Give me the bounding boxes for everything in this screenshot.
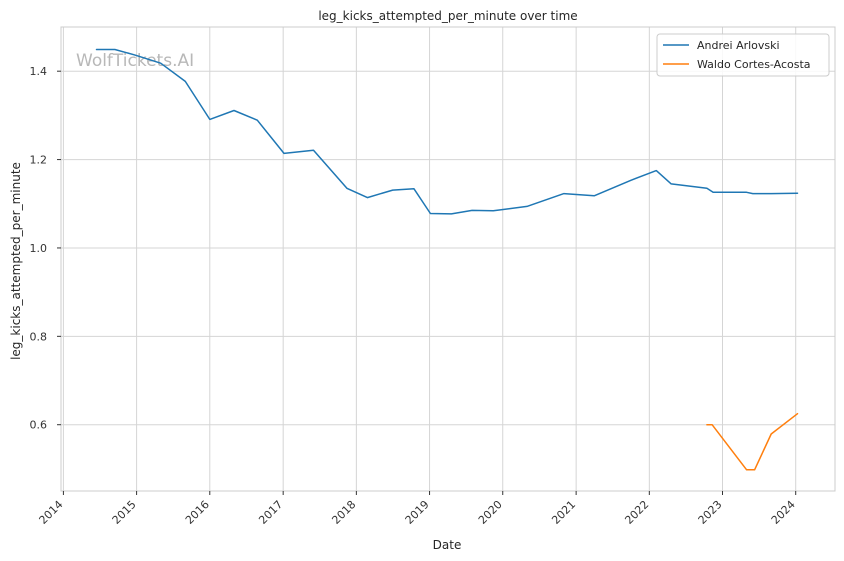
legend-label: Waldo Cortes-Acosta	[697, 58, 811, 71]
plot-frame	[60, 26, 836, 492]
x-axis-label: Date	[433, 538, 462, 552]
y-tick-label: 1.2	[30, 154, 48, 167]
y-axis-label: leg_kicks_attempted_per_minute	[9, 162, 23, 360]
y-axis-ticks: 0.6 0.8 1.0 1.2 1.4	[30, 65, 61, 432]
y-tick-label: 1.0	[30, 242, 48, 255]
legend-box	[656, 33, 830, 77]
y-tick-label: 0.6	[30, 419, 48, 432]
series-lines	[95, 48, 799, 471]
grid-lines	[61, 27, 835, 491]
legend: Andrei Arlovski Waldo Cortes-Acosta	[656, 33, 830, 77]
series-line-2	[706, 412, 799, 471]
y-tick-label: 1.4	[30, 65, 48, 78]
chart-title: leg_kicks_attempted_per_minute over time	[318, 9, 577, 23]
y-tick-label: 0.8	[30, 330, 48, 343]
watermark: WolfTickets.AI	[76, 51, 194, 71]
legend-label: Andrei Arlovski	[697, 39, 780, 52]
series-line-1	[95, 48, 799, 215]
